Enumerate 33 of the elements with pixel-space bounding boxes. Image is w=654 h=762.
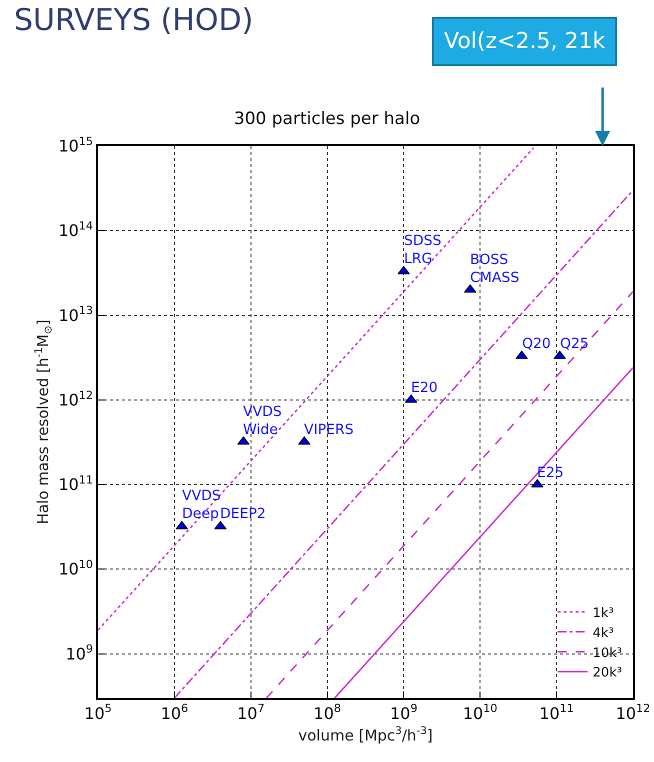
legend-label: 4k³ xyxy=(592,626,614,641)
y-tick-label: 10$^{14}$ xyxy=(58,220,94,240)
x-tick-label: 10$^{11}$ xyxy=(539,702,574,723)
annotation: VVDS Deep xyxy=(182,488,221,522)
annotation: BOSS CMASS xyxy=(470,252,520,286)
x-tick-label: 10$^{9}$ xyxy=(390,702,418,723)
annotation: Q20 xyxy=(522,336,551,352)
annotation: E25 xyxy=(537,465,564,481)
chart-title: 300 particles per halo xyxy=(234,109,420,129)
annotation: VIPERS xyxy=(304,422,354,438)
legend-label: 1k³ xyxy=(592,606,614,621)
y-tick-label: 10$^{15}$ xyxy=(58,134,94,156)
x-tick-label: 10$^{5}$ xyxy=(84,702,112,723)
text: Vol(z<2.5, 21k xyxy=(444,29,606,54)
annotation: VVDS Wide xyxy=(243,404,282,438)
annotation: DEEP2 xyxy=(220,506,266,522)
annotation: Q25 xyxy=(560,336,589,352)
y-tick-label: 10$^{12}$ xyxy=(58,388,94,410)
annotation: E20 xyxy=(411,380,438,396)
legend-label: 20k³ xyxy=(592,666,622,681)
x-tick-label: 10$^{7}$ xyxy=(237,702,265,723)
x-tick-label: 10$^{6}$ xyxy=(160,702,188,723)
annotation: SDSS LRG xyxy=(404,233,442,268)
x-tick-label: 10$^{8}$ xyxy=(314,702,342,723)
y-tick-label: 10$^{9}$ xyxy=(66,642,94,664)
y-tick-label: 10$^{11}$ xyxy=(58,473,94,494)
text: SURVEYS (HOD) xyxy=(14,3,254,38)
x-tick-label: 10$^{12}$ xyxy=(616,702,650,723)
x-tick-label: 10$^{10}$ xyxy=(462,702,498,723)
x-axis-title: volume [Mpc$^{3}$/h$^{-3}$] xyxy=(298,725,433,744)
y-tick-label: 10$^{10}$ xyxy=(58,558,94,579)
legend-label: 10k³ xyxy=(592,646,622,661)
y-tick-label: 10$^{13}$ xyxy=(58,304,94,325)
